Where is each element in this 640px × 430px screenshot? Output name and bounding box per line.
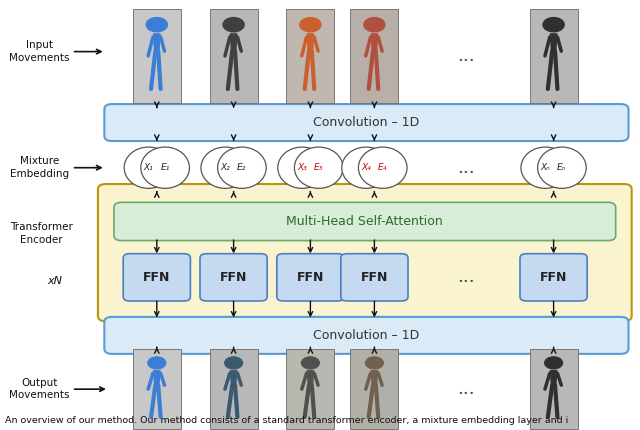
- Text: X₄: X₄: [361, 163, 371, 172]
- Text: ...: ...: [457, 159, 475, 177]
- Bar: [530, 9, 578, 103]
- Polygon shape: [153, 33, 161, 51]
- FancyBboxPatch shape: [114, 203, 616, 241]
- Text: Mixture
Embedding: Mixture Embedding: [10, 157, 69, 179]
- Text: E₁: E₁: [161, 163, 170, 172]
- Text: FFN: FFN: [143, 271, 170, 284]
- Circle shape: [543, 18, 564, 32]
- Bar: [351, 9, 398, 103]
- Text: Convolution – 1D: Convolution – 1D: [313, 116, 420, 129]
- Circle shape: [225, 357, 243, 369]
- Bar: [133, 9, 180, 103]
- Polygon shape: [307, 370, 314, 385]
- Text: E₃: E₃: [314, 163, 323, 172]
- Text: ...: ...: [457, 268, 475, 286]
- Bar: [287, 9, 334, 103]
- Text: E₄: E₄: [378, 163, 387, 172]
- Text: Xₙ: Xₙ: [540, 163, 550, 172]
- Text: Input
Movements: Input Movements: [10, 40, 70, 63]
- Polygon shape: [230, 370, 237, 385]
- Text: FFN: FFN: [540, 271, 567, 284]
- Polygon shape: [550, 370, 557, 385]
- Ellipse shape: [358, 147, 407, 188]
- Polygon shape: [371, 370, 378, 385]
- Text: FFN: FFN: [220, 271, 247, 284]
- Circle shape: [148, 357, 166, 369]
- FancyBboxPatch shape: [200, 254, 268, 301]
- Text: Output
Movements: Output Movements: [10, 378, 70, 400]
- FancyBboxPatch shape: [277, 254, 344, 301]
- Text: xN: xN: [47, 276, 62, 286]
- FancyBboxPatch shape: [104, 317, 628, 354]
- Text: FFN: FFN: [361, 271, 388, 284]
- Text: Multi-Head Self-Attention: Multi-Head Self-Attention: [287, 215, 443, 228]
- Text: ...: ...: [457, 380, 475, 398]
- Bar: [530, 349, 578, 429]
- Text: X₃: X₃: [297, 163, 307, 172]
- Bar: [210, 9, 258, 103]
- Text: Convolution – 1D: Convolution – 1D: [313, 329, 420, 342]
- Bar: [210, 349, 258, 429]
- Ellipse shape: [124, 147, 173, 188]
- Text: X₁: X₁: [143, 163, 154, 172]
- Text: X₂: X₂: [220, 163, 230, 172]
- Ellipse shape: [538, 147, 586, 188]
- Polygon shape: [230, 33, 237, 51]
- Ellipse shape: [342, 147, 390, 188]
- FancyBboxPatch shape: [104, 104, 628, 141]
- FancyBboxPatch shape: [340, 254, 408, 301]
- Bar: [351, 349, 398, 429]
- Ellipse shape: [141, 147, 189, 188]
- Text: Eₙ: Eₙ: [557, 163, 566, 172]
- Circle shape: [147, 18, 168, 32]
- FancyBboxPatch shape: [123, 254, 191, 301]
- FancyBboxPatch shape: [98, 184, 632, 321]
- Polygon shape: [153, 370, 161, 385]
- Polygon shape: [307, 33, 314, 51]
- Polygon shape: [371, 33, 378, 51]
- Circle shape: [300, 18, 321, 32]
- Bar: [287, 349, 334, 429]
- Circle shape: [223, 18, 244, 32]
- Circle shape: [365, 357, 383, 369]
- Text: Transformer
Encoder: Transformer Encoder: [10, 222, 73, 245]
- Circle shape: [301, 357, 319, 369]
- Circle shape: [364, 18, 385, 32]
- Polygon shape: [550, 33, 557, 51]
- Text: An overview of our method. Our method consists of a standard transformer encoder: An overview of our method. Our method co…: [5, 416, 568, 425]
- FancyBboxPatch shape: [520, 254, 588, 301]
- Text: ...: ...: [457, 47, 475, 65]
- Circle shape: [545, 357, 563, 369]
- Ellipse shape: [201, 147, 250, 188]
- Text: E₂: E₂: [237, 163, 246, 172]
- Ellipse shape: [218, 147, 266, 188]
- Ellipse shape: [278, 147, 326, 188]
- Text: FFN: FFN: [297, 271, 324, 284]
- Ellipse shape: [521, 147, 570, 188]
- Bar: [133, 349, 180, 429]
- Ellipse shape: [294, 147, 343, 188]
